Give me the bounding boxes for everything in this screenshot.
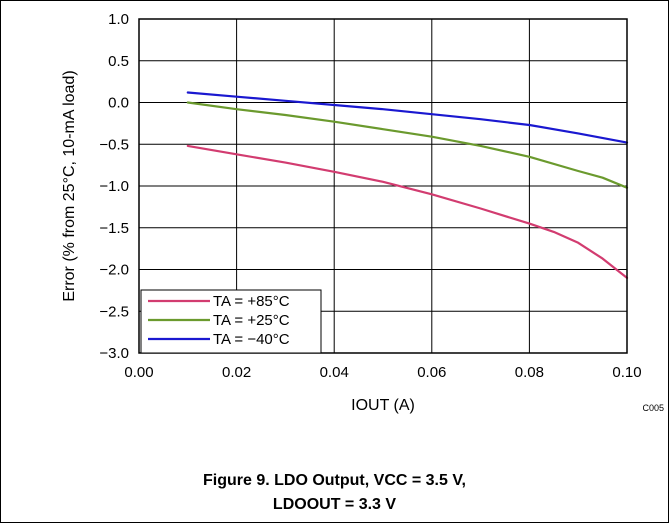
x-tick-label: 0.10 <box>612 364 641 381</box>
y-tick-label: −3.0 <box>99 345 129 362</box>
chart-id-annotation: C005 <box>642 403 664 413</box>
legend: TA = +85°C TA = +25°C TA = −40°C <box>140 289 322 354</box>
x-tick-label: 0.08 <box>515 364 544 381</box>
series-layer <box>186 91 629 279</box>
y-tick-label: 1.0 <box>108 11 129 28</box>
x-tick-label: 0.02 <box>222 364 251 381</box>
y-tick-label: −1.5 <box>99 220 129 237</box>
series-line-2 <box>186 101 629 189</box>
y-tick-label: −1.0 <box>99 178 129 195</box>
y-tick-label: −2.0 <box>99 262 129 279</box>
x-tick-label: 0.00 <box>124 364 153 381</box>
x-tick-label: 0.06 <box>417 364 446 381</box>
figure-caption-line2: LDOOUT = 3.3 V <box>272 496 397 513</box>
y-tick-label: 0.0 <box>108 95 129 112</box>
legend-label: TA = −40°C <box>213 331 290 348</box>
legend-label: TA = +85°C <box>213 293 290 310</box>
plot-border <box>138 18 628 354</box>
y-tick-label: −2.5 <box>99 303 129 320</box>
y-axis-label: Error (% from 25°C, 10-mA load) <box>61 70 78 301</box>
x-axis-label: IOUT (A) <box>351 397 415 414</box>
x-tick-label: 0.04 <box>320 364 349 381</box>
y-tick-label: 0.5 <box>108 53 129 70</box>
figure-caption-line1: Figure 9. LDO Output, VCC = 3.5 V, <box>202 472 466 489</box>
y-tick-label: −0.5 <box>99 136 129 153</box>
series-line-1 <box>186 144 629 279</box>
y-tick-labels: 1.0 0.5 0.0 −0.5 −1.0 −1.5 −2.0 −2.5 −3.0 <box>99 11 129 362</box>
series-line-3 <box>186 91 629 144</box>
x-tick-labels: 0.00 0.02 0.04 0.06 0.08 0.10 <box>124 364 641 381</box>
legend-label: TA = +25°C <box>213 312 290 329</box>
